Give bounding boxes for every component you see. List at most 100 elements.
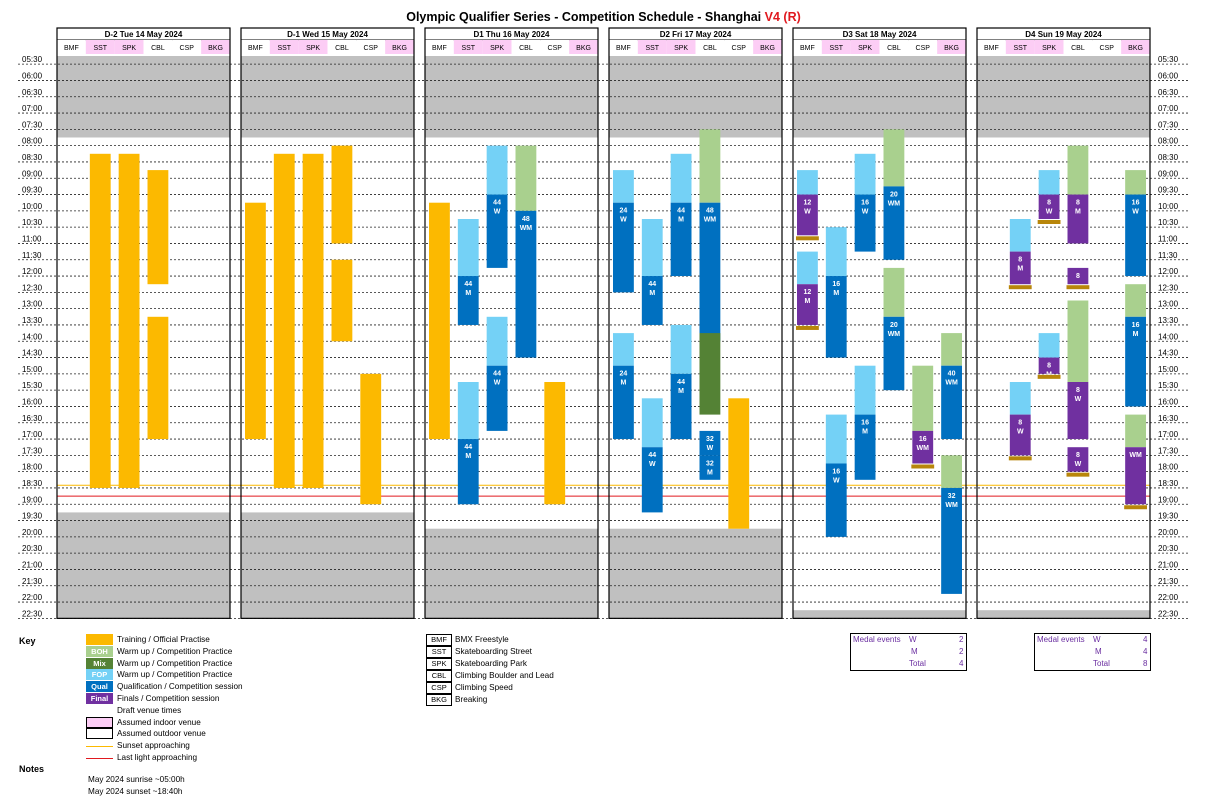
session-block-label: WM xyxy=(1129,452,1142,459)
venue-header-cell xyxy=(356,40,386,54)
time-label-left: 18:00 xyxy=(22,463,43,472)
venue-header-label: SST xyxy=(277,45,291,52)
session-block-label: M xyxy=(620,380,626,387)
session-block-label: 8 xyxy=(1047,363,1051,370)
venue-header-cell xyxy=(241,40,270,54)
unavailable-hours-evening xyxy=(241,512,414,619)
session-block-label: 44 xyxy=(464,444,472,451)
chart-title: Olympic Qualifier Series - Competition S… xyxy=(0,10,1207,24)
time-label-left: 17:00 xyxy=(22,430,43,439)
time-label-right: 07:30 xyxy=(1158,120,1179,129)
medal-total-label: Total xyxy=(1093,659,1110,668)
medal-total-count: 4 xyxy=(959,659,964,668)
medal-m-label: M xyxy=(1095,647,1102,656)
medal-heading: Medal events xyxy=(853,635,901,644)
medal-w-label: W xyxy=(1093,635,1101,644)
venue-header-cell xyxy=(85,40,115,54)
session-block-label: WM xyxy=(888,331,901,338)
session-block-label: W xyxy=(862,209,869,216)
session-block-training xyxy=(147,170,169,285)
session-block-qual xyxy=(670,202,692,277)
unavailable-hours-evening xyxy=(793,610,966,619)
venue-header-label: SPK xyxy=(306,45,320,52)
session-block-label: 32 xyxy=(706,436,714,443)
note-sunset: May 2024 sunset ~18:40h xyxy=(88,787,183,796)
session-block-label: 8 xyxy=(1018,257,1022,264)
abbreviation-code: SPK xyxy=(426,658,452,670)
key-swatch xyxy=(86,705,113,716)
venue-header-cell xyxy=(666,40,696,54)
session-block-fop xyxy=(797,251,818,285)
time-label-left: 13:30 xyxy=(22,316,43,325)
session-block-label: 8 xyxy=(1076,387,1080,394)
time-label-right: 13:00 xyxy=(1158,300,1179,309)
day-header-label: D-1 Wed 15 May 2024 xyxy=(287,30,368,39)
time-label-right: 20:30 xyxy=(1158,544,1179,553)
venue-header-label: SPK xyxy=(122,45,136,52)
time-label-right: 10:00 xyxy=(1158,202,1179,211)
time-label-left: 15:30 xyxy=(22,381,43,390)
session-block-label: 16 xyxy=(861,200,869,207)
session-block-fop xyxy=(670,153,692,203)
session-block-label: 16 xyxy=(832,281,840,288)
time-label-left: 07:00 xyxy=(22,104,43,113)
session-block-label: M xyxy=(678,217,684,224)
session-block-fop xyxy=(641,398,663,448)
abbreviation-name: Skateboarding Street xyxy=(455,647,532,656)
time-label-left: 06:00 xyxy=(22,71,43,80)
title-main: Olympic Qualifier Series - Competition S… xyxy=(406,10,762,24)
session-block-label: W xyxy=(707,445,714,452)
key-label: Last light approaching xyxy=(117,753,198,762)
session-block-training xyxy=(89,153,111,488)
session-block-training xyxy=(302,153,324,488)
medal-ceremony-bar xyxy=(1066,285,1090,290)
unavailable-hours-evening xyxy=(609,528,782,619)
session-block-qual xyxy=(854,194,876,252)
session-block-label: 48 xyxy=(706,208,714,215)
session-block-qual xyxy=(699,455,721,480)
session-block-label: 40 xyxy=(948,371,956,378)
key-swatch xyxy=(86,758,113,759)
time-label-left: 20:30 xyxy=(22,544,43,553)
venue-header-label: SPK xyxy=(1042,45,1056,52)
venue-header-cell xyxy=(511,40,541,54)
time-label-right: 17:30 xyxy=(1158,446,1179,455)
session-block-boh xyxy=(1125,284,1146,317)
session-block-qual xyxy=(854,414,876,480)
key-swatch: Final xyxy=(86,693,113,704)
venue-header-label: CBL xyxy=(151,45,165,52)
day-header-label: D3 Sat 18 May 2024 xyxy=(843,30,917,39)
day-frame xyxy=(424,27,599,619)
session-block-fop xyxy=(457,219,479,277)
session-block-label: WM xyxy=(704,217,717,224)
venue-header-label: CSP xyxy=(732,45,747,52)
session-block-training xyxy=(273,153,295,488)
venue-header-cell xyxy=(753,40,782,54)
medal-ceremony-bar xyxy=(1124,505,1147,510)
session-block-training xyxy=(728,398,750,529)
venue-header-label: BKG xyxy=(208,45,223,52)
session-block-label: W xyxy=(804,209,811,216)
venue-header-label: CBL xyxy=(1071,45,1085,52)
unavailable-hours-evening xyxy=(57,512,230,619)
venue-header-label: BMF xyxy=(248,45,263,52)
time-label-right: 15:30 xyxy=(1158,381,1179,390)
venue-header-cell xyxy=(637,40,667,54)
venue-header-label: SST xyxy=(93,45,107,52)
time-label-right: 18:30 xyxy=(1158,479,1179,488)
key-label: Sunset approaching xyxy=(117,741,190,751)
venue-header-cell xyxy=(1092,40,1122,54)
medal-ceremony-bar xyxy=(1008,456,1032,461)
session-block-fop xyxy=(1009,219,1031,252)
session-block-label: 44 xyxy=(677,208,685,215)
session-block-label: W xyxy=(1075,461,1082,468)
key-swatch xyxy=(86,728,113,740)
venue-header-label: SST xyxy=(829,45,843,52)
session-block-qual xyxy=(486,194,508,268)
session-block-label: W xyxy=(649,461,656,468)
session-block-boh xyxy=(1125,414,1146,448)
session-block-label: W xyxy=(1017,429,1024,436)
session-block-label: 24 xyxy=(620,208,628,215)
venue-header-label: SST xyxy=(645,45,659,52)
venue-header-label: CBL xyxy=(519,45,533,52)
